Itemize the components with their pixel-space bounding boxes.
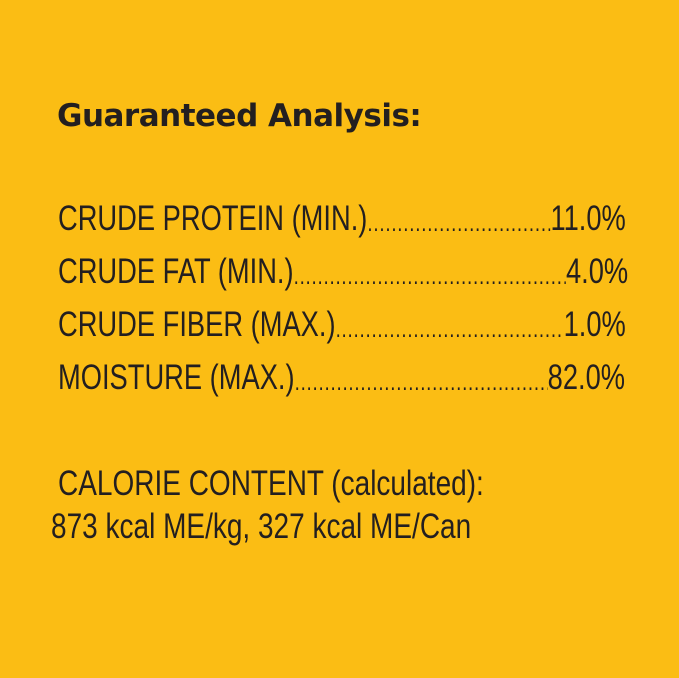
dot-leader: ........................................… xyxy=(294,369,548,396)
analysis-row-fat: CRUDE FAT (MIN.) .......................… xyxy=(58,252,628,292)
dot-leader: ........................................… xyxy=(293,263,566,290)
calorie-values: 873 kcal ME/kg, 327 kcal ME/Can xyxy=(51,507,472,546)
row-value: 4.0% xyxy=(565,252,629,291)
row-value: 1.0% xyxy=(563,305,626,344)
row-label: CRUDE FAT (MIN.) xyxy=(58,252,294,291)
row-label: MOISTURE (MAX.) xyxy=(58,358,295,397)
calorie-heading: CALORIE CONTENT (calculated): xyxy=(58,464,484,503)
dot-leader: ........................................… xyxy=(367,210,550,237)
row-value: 82.0% xyxy=(547,358,626,397)
row-label: CRUDE PROTEIN (MIN.) xyxy=(58,199,368,238)
analysis-row-moisture: MOISTURE (MAX.) ........................… xyxy=(58,358,625,398)
page-title: Guaranteed Analysis: xyxy=(57,98,422,134)
analysis-row-fiber: CRUDE FIBER (MAX.) .....................… xyxy=(58,305,626,345)
row-value: 11.0% xyxy=(550,199,626,238)
row-label: CRUDE FIBER (MAX.) xyxy=(58,305,336,344)
analysis-row-protein: CRUDE PROTEIN (MIN.) ...................… xyxy=(58,199,626,239)
dot-leader: ........................................… xyxy=(335,316,564,343)
